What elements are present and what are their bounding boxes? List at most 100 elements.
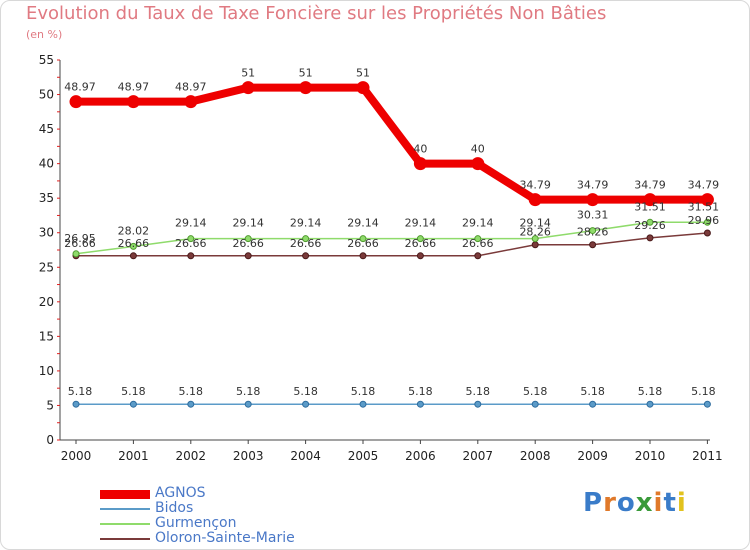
logo-letter: t <box>663 488 677 518</box>
data-point-gurmen-on <box>589 227 597 235</box>
data-label-gurmen-on: 30.31 <box>577 209 609 222</box>
data-point-bidos <box>244 400 252 408</box>
chart-axes: 0 5 10 15 20 25 30 35 40 45 50 55 2000 2001 2002 2003 20… <box>39 53 723 463</box>
data-point-agnos <box>528 193 542 207</box>
series-line-agnos <box>72 83 712 204</box>
data-point-oloron-sainte-marie <box>646 234 654 242</box>
x-tick-label: 2006 <box>405 449 436 463</box>
data-label-agnos: 48.97 <box>175 81 207 94</box>
data-point-bidos <box>646 400 654 408</box>
chart-data-labels: 48.97 48.97 48.97 51 51 51 40 40 34.79 34.79 34.79… <box>64 67 719 399</box>
data-label-bidos: 5.18 <box>351 385 376 398</box>
legend-label: Gurmençon <box>155 515 237 531</box>
data-point-agnos <box>299 81 313 95</box>
x-tick-label: 2002 <box>176 449 207 463</box>
data-label-gurmen-on: 31.51 <box>634 200 666 213</box>
data-label-oloron-sainte-marie: 26.66 <box>118 237 150 250</box>
legend-item-bidos: Bidos <box>100 501 360 516</box>
data-label-bidos: 5.18 <box>638 385 663 398</box>
data-point-gurmen-on <box>72 250 80 258</box>
data-label-bidos: 5.18 <box>580 385 605 398</box>
x-tick-label: 2010 <box>635 449 666 463</box>
x-tick-label: 2008 <box>520 449 551 463</box>
data-point-gurmen-on <box>129 242 137 250</box>
data-label-gurmen-on: 29.14 <box>462 217 494 230</box>
legend-item-gurmen-on: Gurmençon <box>100 516 360 531</box>
logo-letter: i <box>653 488 664 518</box>
data-point-agnos <box>241 81 255 95</box>
data-point-oloron-sainte-marie <box>703 229 711 237</box>
data-label-bidos: 5.18 <box>121 385 146 398</box>
y-tick-label: 25 <box>39 260 54 274</box>
data-point-agnos <box>700 193 714 207</box>
data-point-agnos <box>586 193 600 207</box>
data-label-oloron-sainte-marie: 28.26 <box>519 226 551 239</box>
data-point-bidos <box>359 400 367 408</box>
data-label-bidos: 5.18 <box>408 385 433 398</box>
data-point-gurmen-on <box>359 235 367 243</box>
legend-swatch <box>100 538 150 540</box>
data-label-agnos: 34.79 <box>688 179 720 192</box>
logo-letter: r <box>603 488 617 518</box>
data-label-oloron-sainte-marie: 29.96 <box>688 214 720 227</box>
data-label-oloron-sainte-marie: 26.66 <box>405 237 437 250</box>
y-tick-label: 35 <box>39 191 54 205</box>
chart-lines <box>69 81 714 408</box>
data-point-oloron-sainte-marie <box>187 252 195 260</box>
data-label-gurmen-on: 29.14 <box>175 217 207 230</box>
data-point-gurmen-on <box>187 235 195 243</box>
data-label-bidos: 5.18 <box>236 385 261 398</box>
data-label-agnos: 48.97 <box>64 81 96 94</box>
data-point-bidos <box>187 400 195 408</box>
y-tick-label: 30 <box>39 226 54 240</box>
data-label-gurmen-on: 29.14 <box>290 217 322 230</box>
logo-letter: i <box>676 488 687 518</box>
data-point-oloron-sainte-marie <box>531 241 539 249</box>
data-label-gurmen-on: 31.51 <box>688 200 720 213</box>
legend-label: AGNOS <box>155 485 206 501</box>
series-line-gurmen-on <box>75 221 709 255</box>
data-label-oloron-sainte-marie: 26.66 <box>232 237 264 250</box>
legend-swatch <box>100 489 150 499</box>
data-label-oloron-sainte-marie: 26.66 <box>290 237 322 250</box>
x-tick-label: 2004 <box>290 449 321 463</box>
proxiti-logo: Proxiti <box>583 488 687 518</box>
unit-label: (en %) <box>26 28 63 41</box>
data-point-gurmen-on <box>416 235 424 243</box>
data-label-oloron-sainte-marie: 26.66 <box>347 237 379 250</box>
y-tick-label: 40 <box>39 157 54 171</box>
data-label-agnos: 51 <box>241 67 255 80</box>
legend-swatch <box>100 508 150 510</box>
data-label-bidos: 5.18 <box>691 385 716 398</box>
data-point-bidos <box>531 400 539 408</box>
data-point-gurmen-on <box>244 235 252 243</box>
y-tick-label: 45 <box>39 122 54 136</box>
data-label-agnos: 40 <box>413 143 427 156</box>
data-label-oloron-sainte-marie: 29.26 <box>634 219 666 232</box>
data-point-oloron-sainte-marie <box>359 252 367 260</box>
data-label-bidos: 5.18 <box>293 385 318 398</box>
data-point-gurmen-on <box>474 235 482 243</box>
data-point-agnos <box>413 157 427 171</box>
data-label-gurmen-on: 29.14 <box>232 217 264 230</box>
data-label-agnos: 40 <box>471 143 485 156</box>
legend-label: Bidos <box>155 500 194 516</box>
series-line-oloron-sainte-marie <box>75 232 709 257</box>
data-point-gurmen-on <box>302 235 310 243</box>
x-tick-label: 2000 <box>61 449 92 463</box>
logo-letter: P <box>583 488 604 518</box>
data-point-agnos <box>126 95 140 109</box>
data-label-oloron-sainte-marie: 28.26 <box>577 226 609 239</box>
data-point-bidos <box>72 400 80 408</box>
data-label-agnos: 34.79 <box>634 179 666 192</box>
data-point-gurmen-on <box>646 218 654 226</box>
y-tick-label: 15 <box>39 329 54 343</box>
data-label-agnos: 51 <box>299 67 313 80</box>
data-label-bidos: 5.18 <box>466 385 491 398</box>
y-tick-label: 5 <box>46 398 54 412</box>
data-point-agnos <box>356 81 370 95</box>
data-point-oloron-sainte-marie <box>589 241 597 249</box>
data-label-oloron-sainte-marie: 26.66 <box>462 237 494 250</box>
data-label-gurmen-on: 26.95 <box>64 232 96 245</box>
